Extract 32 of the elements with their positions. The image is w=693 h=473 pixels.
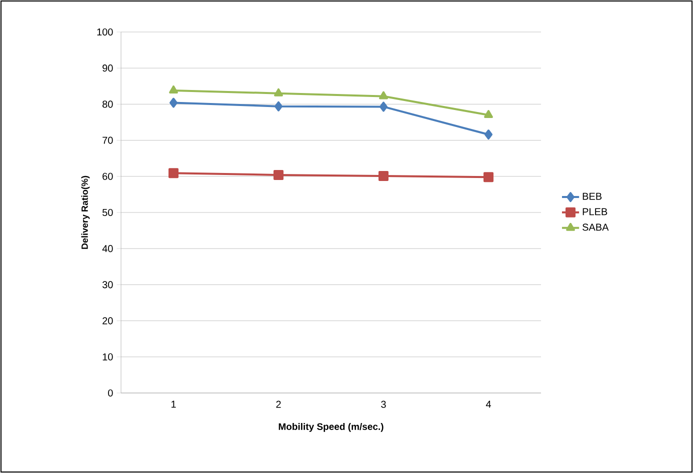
point [379,91,388,100]
point [380,102,388,112]
point [168,168,179,178]
point [274,101,283,112]
y-tick-label: 40 [102,245,113,252]
y-tick-label: 0 [108,389,113,397]
y-tick-label: 100 [97,28,113,36]
point [484,110,493,118]
y-tick-label: 80 [102,100,113,108]
legend-label: PLEB [582,208,608,216]
y-tick-label: 10 [102,353,113,360]
point [378,171,388,182]
x-tick-label: 4 [486,400,491,408]
x-tick-label: 2 [276,400,281,408]
y-tick-label: 50 [102,208,113,216]
legend-label: BEB [582,192,602,200]
y-tick-label: 20 [102,317,113,324]
point [484,172,494,182]
x-tick-label: 3 [381,400,386,408]
point [484,130,492,140]
point [274,170,284,180]
y-tick-label: 70 [102,136,113,144]
legend-label: SABA [582,224,609,231]
y-tick-label: 30 [102,281,113,288]
y-tick-label: 60 [102,172,113,180]
point [274,88,283,96]
point [169,85,178,94]
y-tick-label: 90 [102,64,113,72]
x-tick-label: 1 [171,400,176,408]
x-axis-title: Mobility Speed (m/sec.) [278,423,384,432]
point [170,98,178,108]
y-axis-title: Delivery Ratio(%) [81,176,90,249]
